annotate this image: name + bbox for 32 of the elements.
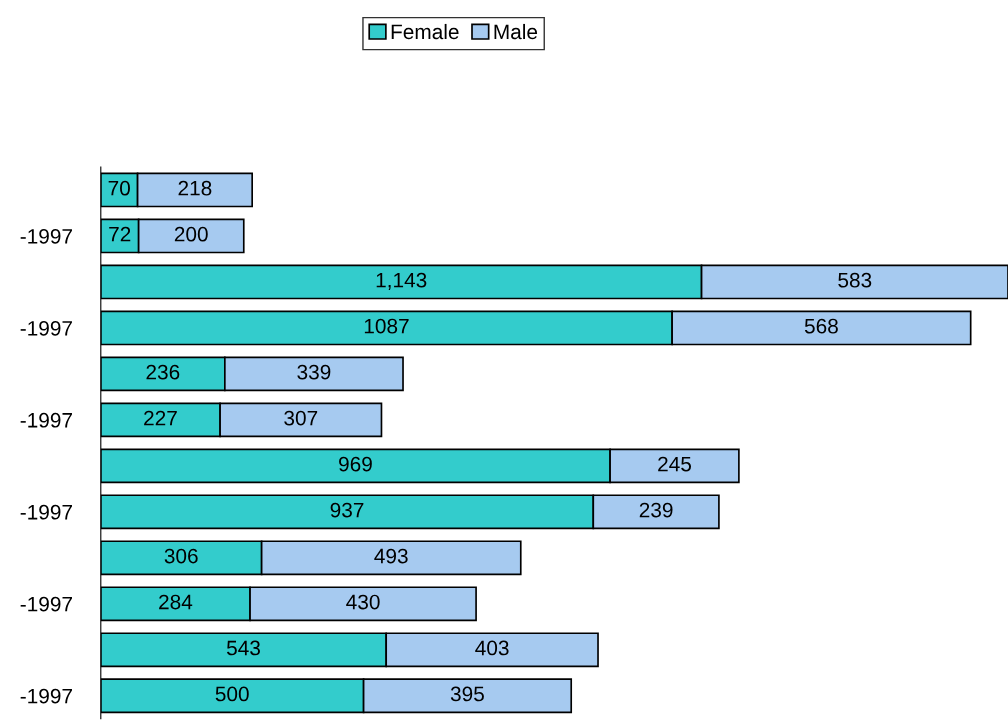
data-label: 72: [109, 226, 131, 242]
data-label: 306: [164, 548, 198, 564]
legend-label: Male: [494, 23, 538, 40]
data-label: 430: [346, 594, 380, 610]
data-label: 937: [330, 502, 364, 518]
data-label: 284: [159, 594, 193, 610]
y-tick-label: -1997: [20, 504, 72, 520]
data-label: 543: [226, 640, 260, 656]
data-label: 403: [475, 640, 509, 656]
data-label: 218: [178, 180, 212, 196]
data-label: 239: [639, 502, 673, 518]
y-tick-label: -1997: [20, 320, 72, 336]
data-label: 969: [339, 456, 372, 472]
y-tick-label: -1997: [20, 688, 72, 704]
y-tick-label: -1997: [20, 412, 72, 428]
legend-label: Female: [391, 23, 459, 40]
data-label: 568: [804, 318, 838, 334]
y-tick-label: -1997: [20, 228, 72, 244]
data-label: 307: [284, 410, 318, 426]
data-label: 70: [108, 180, 130, 196]
data-label: 1087: [364, 318, 409, 334]
data-label: 1,143: [376, 272, 427, 290]
data-label: 339: [297, 364, 331, 380]
data-label: 493: [374, 548, 408, 564]
data-label: 227: [144, 410, 177, 426]
y-tick-label: -1997: [20, 596, 72, 612]
data-label: 583: [838, 272, 872, 288]
data-label: 200: [174, 226, 208, 242]
data-label: 500: [215, 686, 249, 702]
data-label: 395: [450, 686, 484, 702]
data-label: 245: [658, 456, 692, 472]
data-label: 236: [146, 364, 180, 380]
